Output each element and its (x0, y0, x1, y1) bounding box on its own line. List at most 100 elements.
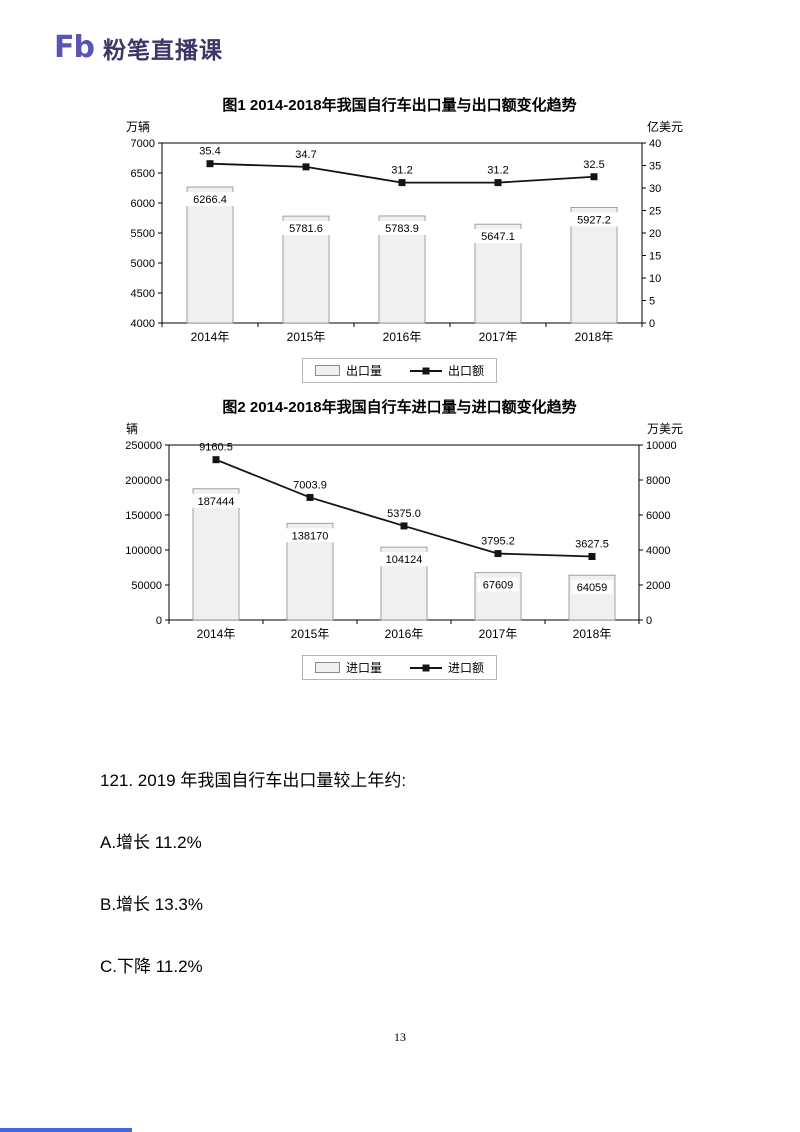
right-axis-unit: 万美元 (646, 422, 683, 436)
y-axis-tick-label: 100000 (125, 545, 162, 557)
chart-canvas: 7000650060005500500045004000403530252015… (131, 138, 662, 344)
x-axis-label: 2015年 (287, 330, 326, 344)
y2-axis-tick-label: 35 (649, 161, 661, 173)
bar-label-bg (380, 552, 428, 567)
bar (186, 186, 234, 324)
bar-label-bg (571, 580, 613, 595)
legend-item-bar: 进口量 (314, 659, 382, 676)
y-axis-tick-label: 0 (156, 615, 162, 627)
bar-label-bg (378, 220, 426, 235)
y2-axis-tick-label: 30 (649, 183, 661, 195)
line-label: 5375.0 (387, 508, 421, 520)
line-marker (588, 553, 596, 561)
question-stem: 121. 2019 年我国自行车出口量较上年约: (100, 771, 407, 790)
line-marker (302, 163, 310, 171)
legend-box: 出口量 出口额 (301, 358, 498, 383)
bar-label-bg (282, 221, 330, 236)
line-label: 3795.2 (481, 536, 515, 548)
bar (570, 206, 618, 324)
line-marker (590, 173, 598, 181)
line-marker (400, 522, 408, 530)
y2-axis-tick-label: 0 (646, 615, 652, 627)
line-label: 31.2 (487, 165, 508, 177)
line-marker (212, 456, 220, 464)
y2-axis-tick-label: 15 (649, 251, 661, 263)
bar-swatch-icon (314, 365, 340, 376)
x-axis-label: 2018年 (575, 330, 614, 344)
y-axis-tick-label: 150000 (125, 510, 162, 522)
bar-label-bg (570, 212, 618, 227)
x-axis-label: 2016年 (383, 330, 422, 344)
legend-label: 出口额 (448, 364, 485, 378)
line-label: 34.7 (295, 149, 316, 161)
bar-label: 187444 (198, 496, 235, 508)
option-c: C.下降 11.2% (100, 957, 203, 976)
y-axis-tick-label: 6500 (131, 168, 155, 180)
bar-swatch-icon (314, 662, 340, 673)
line-label: 35.4 (199, 146, 220, 158)
bar (192, 488, 240, 621)
legend-label: 进口额 (448, 661, 485, 675)
bar-label: 64059 (577, 582, 608, 594)
y-axis-tick-label: 5000 (131, 258, 155, 270)
left-axis-unit: 辆 (126, 422, 139, 436)
brand-header: Fb 粉笔直播课 (54, 30, 223, 65)
question-block: 121. 2019 年我国自行车出口量较上年约: A.增长 11.2% B.增长… (100, 770, 406, 978)
line-label: 7003.9 (293, 479, 327, 491)
brand-name: 粉笔直播课 (102, 36, 223, 63)
bar-label-bg (286, 528, 334, 543)
page-number: 13 (394, 1030, 406, 1044)
bar-label: 138170 (292, 530, 329, 542)
bar-label: 5927.2 (577, 214, 611, 226)
axis-unit-labels: 辆 万美元 (112, 420, 687, 437)
bar-label-bg (186, 192, 234, 207)
right-axis-unit: 亿美元 (646, 120, 683, 134)
x-axis-label: 2018年 (573, 627, 612, 641)
legend-label: 进口量 (345, 661, 382, 675)
chart-legend: 出口量 出口额 (112, 358, 687, 383)
chart-legend: 进口量 进口额 (112, 655, 687, 680)
chart-canvas: 250000 200000 150000 100000 50000 0 10000 8000 6… (125, 440, 677, 641)
x-axis-label: 2016年 (385, 627, 424, 641)
export-chart: 图1 2014-2018年我国自行车出口量与出口额变化趋势 万辆 亿美元 700… (112, 94, 687, 383)
y2-axis-tick-label: 10 (649, 273, 661, 285)
bar-label-bg (474, 229, 522, 244)
y2-axis-tick-label: 6000 (646, 510, 670, 522)
bar-label: 6266.4 (193, 194, 227, 206)
y2-axis-tick-label: 8000 (646, 475, 670, 487)
y-axis-tick-label: 4000 (131, 318, 155, 330)
legend-item-line: 进口额 (410, 659, 484, 676)
fenbi-logo-icon: Fb (54, 30, 95, 65)
line-marker (398, 179, 406, 187)
y-axis-tick-label: 250000 (125, 440, 162, 452)
legend-box: 进口量 进口额 (301, 655, 498, 680)
bar-label: 5783.9 (385, 223, 419, 235)
axis-unit-labels: 万辆 亿美元 (112, 118, 687, 135)
x-axis-label: 2014年 (197, 627, 236, 641)
line-swatch-icon (410, 664, 442, 671)
line-swatch-icon (410, 367, 442, 374)
y2-axis-tick-label: 10000 (646, 440, 677, 452)
line-marker (206, 160, 214, 168)
chart-title: 图2 2014-2018年我国自行车进口量与进口额变化趋势 (222, 399, 577, 416)
option-a: A.增长 11.2% (100, 833, 202, 852)
x-axis-label: 2017年 (479, 330, 518, 344)
x-axis-label: 2015年 (291, 627, 330, 641)
legend-item-bar: 出口量 (314, 362, 382, 379)
line-label: 3627.5 (575, 539, 609, 551)
line-marker (494, 179, 502, 187)
option-b: B.增长 13.3% (100, 895, 203, 914)
y-axis-tick-label: 200000 (125, 475, 162, 487)
y2-axis-tick-label: 2000 (646, 580, 670, 592)
y-axis-tick-label: 50000 (131, 580, 162, 592)
footer-accent-bar (0, 1128, 132, 1132)
y-axis-tick-label: 6000 (131, 198, 155, 210)
chart-title: 图1 2014-2018年我国自行车出口量与出口额变化趋势 (222, 97, 577, 114)
legend-item-line: 出口额 (410, 362, 484, 379)
bar-label-bg (192, 493, 240, 508)
y-axis-tick-label: 7000 (131, 138, 155, 150)
left-axis-unit: 万辆 (126, 120, 151, 134)
bar-label: 5781.6 (289, 223, 323, 235)
line-marker (306, 493, 314, 501)
bar-label: 5647.1 (481, 231, 515, 243)
